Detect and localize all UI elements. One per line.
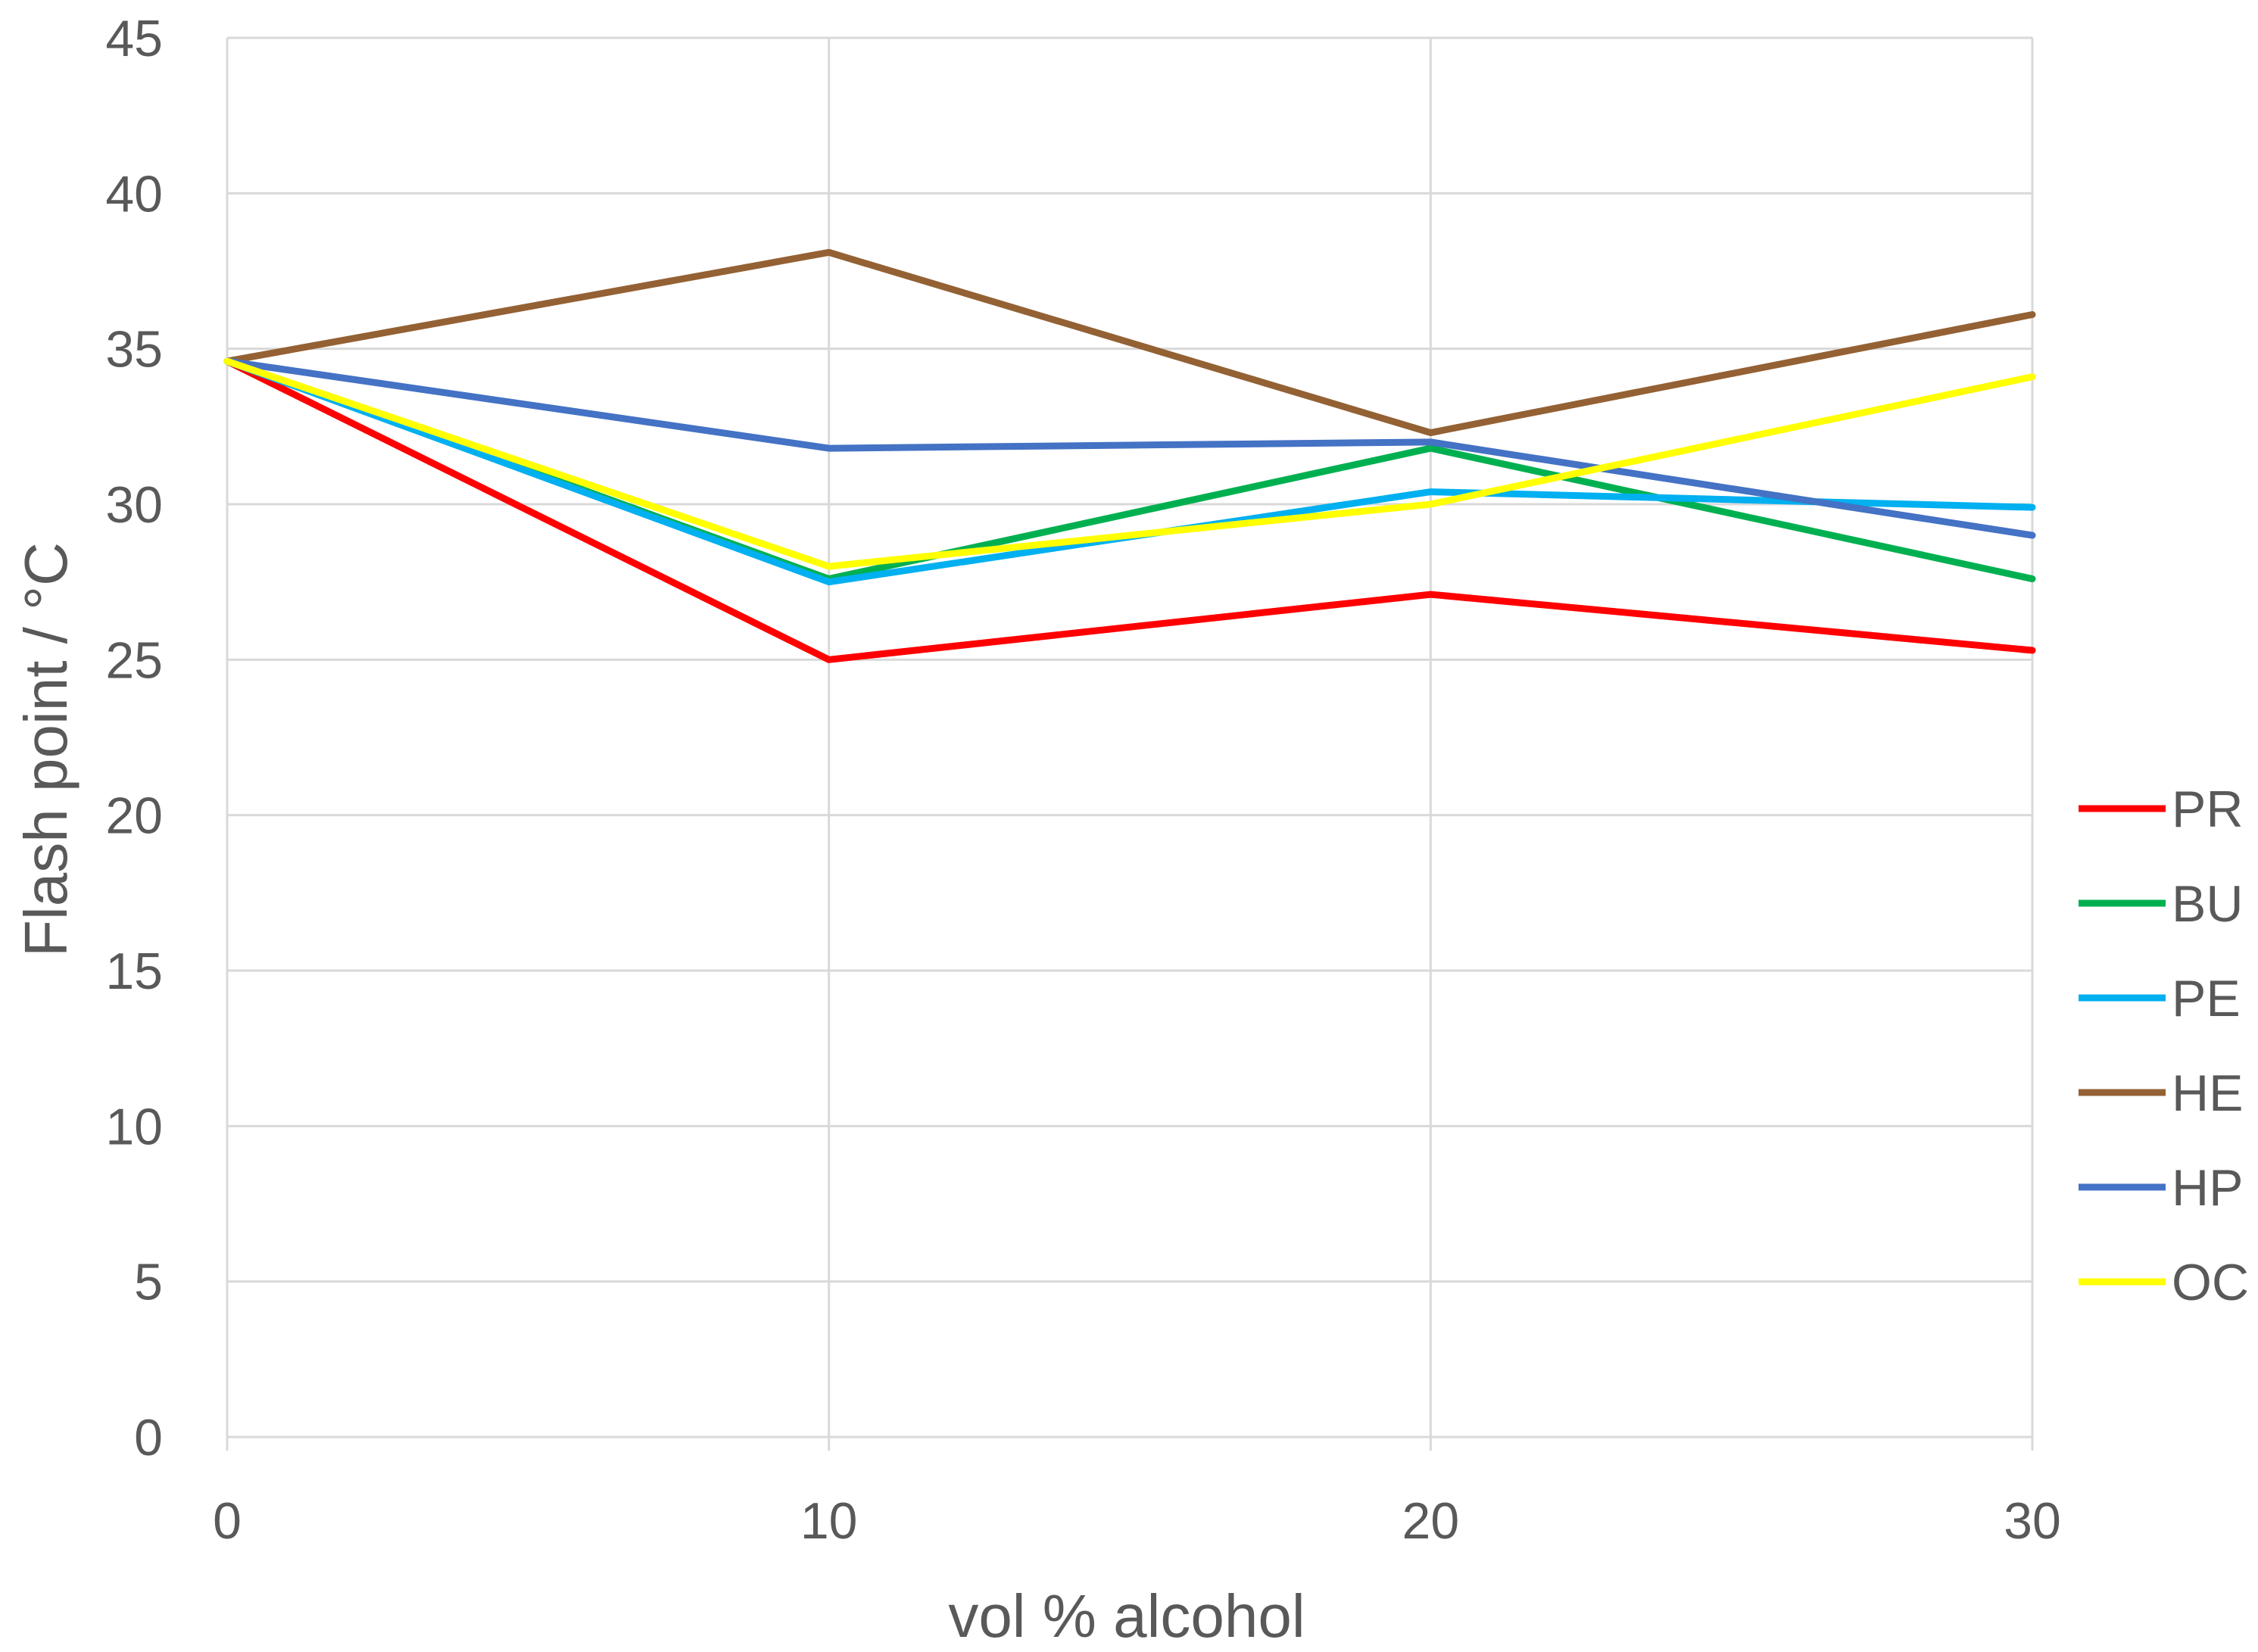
legend-item-he: HE	[2079, 1064, 2243, 1122]
y-tick-label: 25	[105, 631, 163, 689]
x-tick-label: 10	[800, 1492, 858, 1550]
y-tick-label: 45	[105, 10, 163, 67]
y-tick-label: 10	[105, 1098, 163, 1155]
legend-label: PE	[2172, 970, 2241, 1027]
series-line-hp	[223, 357, 2036, 539]
x-tick-label: 20	[1402, 1492, 1460, 1550]
series-lines	[223, 248, 2036, 663]
legend-label: HE	[2172, 1064, 2243, 1122]
legend-item-oc: OC	[2079, 1254, 2249, 1311]
series-line-pr	[223, 357, 2036, 663]
legend-label: BU	[2172, 875, 2243, 933]
legend: PR BU PE HE HP OC	[2079, 781, 2249, 1311]
y-tick-label: 35	[105, 321, 163, 379]
tick-labels: 0 5 10 15 20 25 30 35 40 45 0 10 20 30	[105, 10, 2060, 1550]
series-line-bu	[223, 357, 2036, 583]
series-line-oc	[223, 357, 2036, 570]
legend-item-pr: PR	[2079, 781, 2243, 838]
legend-item-pe: PE	[2079, 970, 2241, 1027]
gridlines	[227, 36, 2034, 1437]
y-axis-title: Flash point / °C	[12, 542, 80, 957]
legend-label: OC	[2172, 1254, 2249, 1311]
axes	[226, 38, 2034, 1451]
legend-item-hp: HP	[2079, 1159, 2243, 1217]
legend-label: HP	[2172, 1159, 2243, 1217]
x-tick-label: 0	[213, 1492, 242, 1550]
y-tick-label: 20	[105, 787, 163, 845]
x-axis-title: vol % alcohol	[948, 1582, 1305, 1650]
y-tick-label: 5	[134, 1254, 163, 1311]
series-line-he	[223, 248, 2036, 437]
y-tick-label: 30	[105, 476, 163, 534]
y-tick-label: 15	[105, 943, 163, 1000]
series-line-pe	[223, 357, 2036, 586]
legend-item-bu: BU	[2079, 875, 2243, 933]
x-tick-label: 30	[2004, 1492, 2061, 1550]
y-tick-label: 40	[105, 165, 163, 223]
legend-label: PR	[2172, 781, 2243, 838]
y-tick-label: 0	[134, 1409, 163, 1467]
